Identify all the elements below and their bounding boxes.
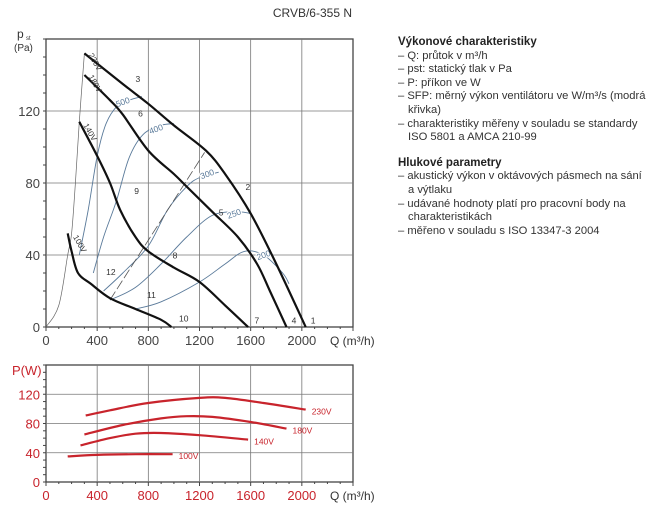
x-axis-label: Q (m³/h) <box>330 334 375 348</box>
list-item: měřeno v souladu s ISO 13347-3 2004 <box>398 225 648 239</box>
sfp-label: 300 <box>199 167 216 181</box>
list-item: pst: statický tlak v Pa <box>398 63 648 77</box>
list-item: akustický výkon v oktávových pásmech na … <box>398 170 648 197</box>
x-tick-label: 800 <box>137 488 159 503</box>
list-item: charakteristiky měřeny v souladu se stan… <box>398 118 648 145</box>
power-curve-140V <box>80 431 249 447</box>
noise-list: akustický výkon v oktávových pásmech na … <box>398 170 648 238</box>
power-curve-label: 180V <box>293 426 313 436</box>
point-label: 7 <box>255 315 260 325</box>
x-tick-label: 0 <box>42 333 49 348</box>
sfp-label: 250 <box>226 206 243 220</box>
power-curve-label: 100V <box>179 451 199 461</box>
chart-title: CRVB/6-355 N <box>273 6 352 20</box>
point-label: 8 <box>173 251 178 261</box>
power-curve-100V <box>67 453 173 458</box>
voltage-label: 100V <box>71 234 88 255</box>
power-curve-230V <box>85 396 306 417</box>
pressure-curve-100V <box>66 233 173 328</box>
x-tick-label: 2000 <box>287 488 316 503</box>
dashed-line <box>109 152 205 301</box>
point-label: 5 <box>219 207 224 217</box>
point-label: 12 <box>106 267 116 277</box>
point-label: 6 <box>138 108 143 118</box>
pressure-curve-230V <box>83 52 307 328</box>
y-tick-label: 120 <box>18 387 40 402</box>
list-item: P: příkon ve W <box>398 77 648 91</box>
point-label: 1 <box>311 315 316 325</box>
sfp-label: 400 <box>148 122 165 136</box>
list-item: SFP: měrný výkon ventilátoru ve W/m³/s (… <box>398 90 648 117</box>
performance-list: Q: průtok v m³/hpst: statický tlak v PaP… <box>398 50 648 145</box>
point-label: 9 <box>134 186 139 196</box>
sfp-curve-300 <box>103 171 219 292</box>
noise-title: Hlukové parametry <box>398 156 502 169</box>
list-item: udávané hodnoty platí pro pracovní body … <box>398 198 648 225</box>
list-item: Q: průtok v m³/h <box>398 50 648 64</box>
power-curve-label: 140V <box>254 437 274 447</box>
description-panel: Výkonové charakteristiky Q: průtok v m³/… <box>398 36 648 250</box>
voltage-label: 230V <box>86 52 103 73</box>
x-tick-label: 0 <box>42 488 49 503</box>
y-tick-label: 120 <box>18 104 40 119</box>
point-label: 4 <box>292 315 297 325</box>
y-tick-label: 0 <box>33 475 40 490</box>
y-axis-label: p <box>17 27 24 41</box>
x-tick-label: 2000 <box>287 333 316 348</box>
x-axis-label: Q (m³/h) <box>330 489 375 503</box>
x-tick-label: 400 <box>86 488 108 503</box>
x-tick-label: 400 <box>86 333 108 348</box>
pressure-curve-140V <box>78 121 249 328</box>
point-label: 11 <box>147 290 156 300</box>
sfp-curve-250 <box>109 211 251 301</box>
y-axis-unit: (Pa) <box>14 43 33 54</box>
x-tick-label: 800 <box>137 333 159 348</box>
x-tick-label: 1600 <box>236 333 265 348</box>
sfp-curve-500 <box>78 96 143 256</box>
performance-title: Výkonové charakteristiky <box>398 36 537 48</box>
point-label: 3 <box>136 74 141 84</box>
y-axis-label: P(W) <box>12 363 42 378</box>
pressure-curve-180V <box>83 74 288 328</box>
x-tick-label: 1600 <box>236 488 265 503</box>
y-axis-label-sub: st <box>26 36 31 42</box>
x-tick-label: 1200 <box>185 488 214 503</box>
y-tick-label: 80 <box>26 417 40 432</box>
x-tick-label: 1200 <box>185 333 214 348</box>
system-curve <box>45 53 85 328</box>
power-curve-label: 230V <box>312 407 332 417</box>
y-tick-label: 80 <box>26 176 40 191</box>
sfp-curve-400 <box>92 123 174 274</box>
power-curve-180V <box>84 414 287 436</box>
sfp-curve-200 <box>135 250 290 310</box>
point-label: 2 <box>246 182 251 192</box>
y-tick-label: 40 <box>26 248 40 263</box>
y-tick-label: 0 <box>33 320 40 335</box>
y-tick-label: 40 <box>26 446 40 461</box>
point-label: 10 <box>179 314 189 324</box>
